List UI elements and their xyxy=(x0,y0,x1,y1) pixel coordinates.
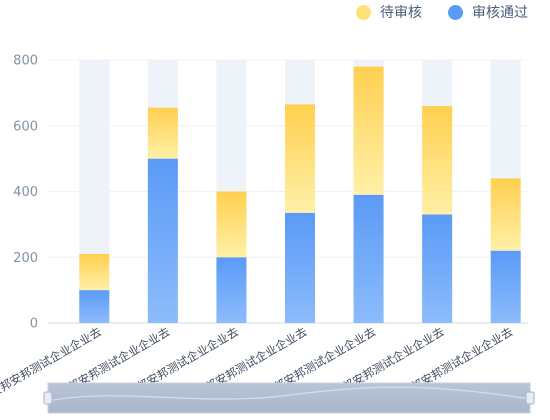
bar-pending[interactable] xyxy=(422,106,453,215)
legend-swatch-pending xyxy=(356,4,371,20)
y-tick-label: 400 xyxy=(13,185,38,200)
bar-approved[interactable] xyxy=(147,158,178,323)
bar-approved[interactable] xyxy=(422,214,453,323)
y-tick-label: 800 xyxy=(13,54,38,69)
y-tick-label: 600 xyxy=(13,119,38,134)
bar-pending[interactable] xyxy=(79,253,110,291)
bar-pending[interactable] xyxy=(147,107,178,159)
bar-approved[interactable] xyxy=(285,212,315,323)
zoom-slider-handle[interactable] xyxy=(43,391,53,405)
y-tick-label: 200 xyxy=(13,251,38,266)
bar-pending[interactable] xyxy=(216,191,247,258)
bar-approved[interactable] xyxy=(353,194,384,323)
legend-label-pending: 待审核 xyxy=(380,5,422,21)
legend-label-approved: 审核通过 xyxy=(472,5,528,21)
bar-approved[interactable] xyxy=(490,250,521,323)
legend-item-pending[interactable]: 待审核 xyxy=(356,2,422,22)
legend-swatch-approved xyxy=(448,4,463,20)
legend: 待审核 审核通过 xyxy=(356,2,528,22)
bar-pending[interactable] xyxy=(490,178,521,251)
bar-approved[interactable] xyxy=(79,290,110,323)
bar-approved[interactable] xyxy=(216,257,247,323)
zoom-slider-handle[interactable] xyxy=(525,391,535,405)
bar-pending[interactable] xyxy=(353,66,384,195)
zoom-slider-preview xyxy=(47,386,531,402)
legend-item-approved[interactable]: 审核通过 xyxy=(448,2,528,22)
zoom-slider-track[interactable] xyxy=(47,382,531,414)
y-tick-label: 0 xyxy=(30,317,38,332)
bar-pending[interactable] xyxy=(285,104,315,213)
